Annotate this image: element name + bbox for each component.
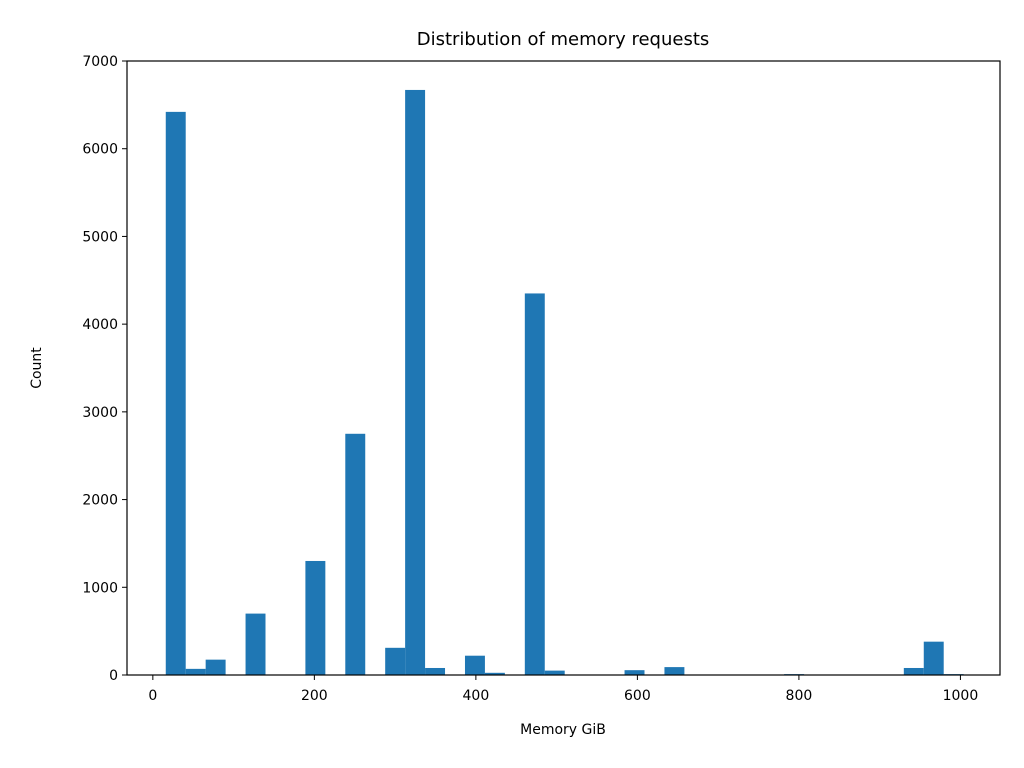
histogram-bar [385,647,406,675]
y-axis-label: Count [29,347,45,389]
chart-title: Distribution of memory requests [417,29,710,50]
y-tick-label: 1000 [82,580,118,596]
y-tick-label: 6000 [82,142,118,158]
histogram-bar [205,659,226,675]
x-axis-ticks: 0 200 400 600 800 1000 [148,675,978,704]
x-tick-label: 600 [624,688,651,704]
x-tick-label: 200 [301,688,328,704]
histogram-bar [664,667,685,675]
x-tick-label: 0 [148,688,157,704]
histogram-bar [405,89,426,675]
y-tick-label: 0 [109,668,118,684]
x-axis-label: Memory GiB [520,722,606,738]
histogram-bar [464,655,485,675]
y-tick-label: 7000 [82,54,118,70]
histogram-bar [425,667,446,675]
histogram-bar [165,111,186,676]
plot-frame [126,60,1001,676]
histogram-bar [245,613,266,675]
y-tick-label: 5000 [82,229,118,245]
histogram-bar [923,641,944,675]
histogram-bar [185,668,206,675]
histogram-bar [524,293,545,675]
histogram-bar [624,670,645,675]
x-tick-label: 800 [786,688,813,704]
y-axis-ticks: 0 1000 2000 3000 4000 5000 6000 7000 [82,54,127,684]
histogram-bar [305,560,326,675]
histogram-bar [484,672,505,675]
bars-group [165,89,964,676]
x-tick-label: 400 [463,688,490,704]
x-tick-label: 1000 [943,688,979,704]
histogram-bar [544,670,565,675]
y-tick-label: 3000 [82,405,118,421]
histogram-bar [903,667,924,675]
y-tick-label: 4000 [82,317,118,333]
y-tick-label: 2000 [82,493,118,509]
histogram-bar [345,433,366,675]
